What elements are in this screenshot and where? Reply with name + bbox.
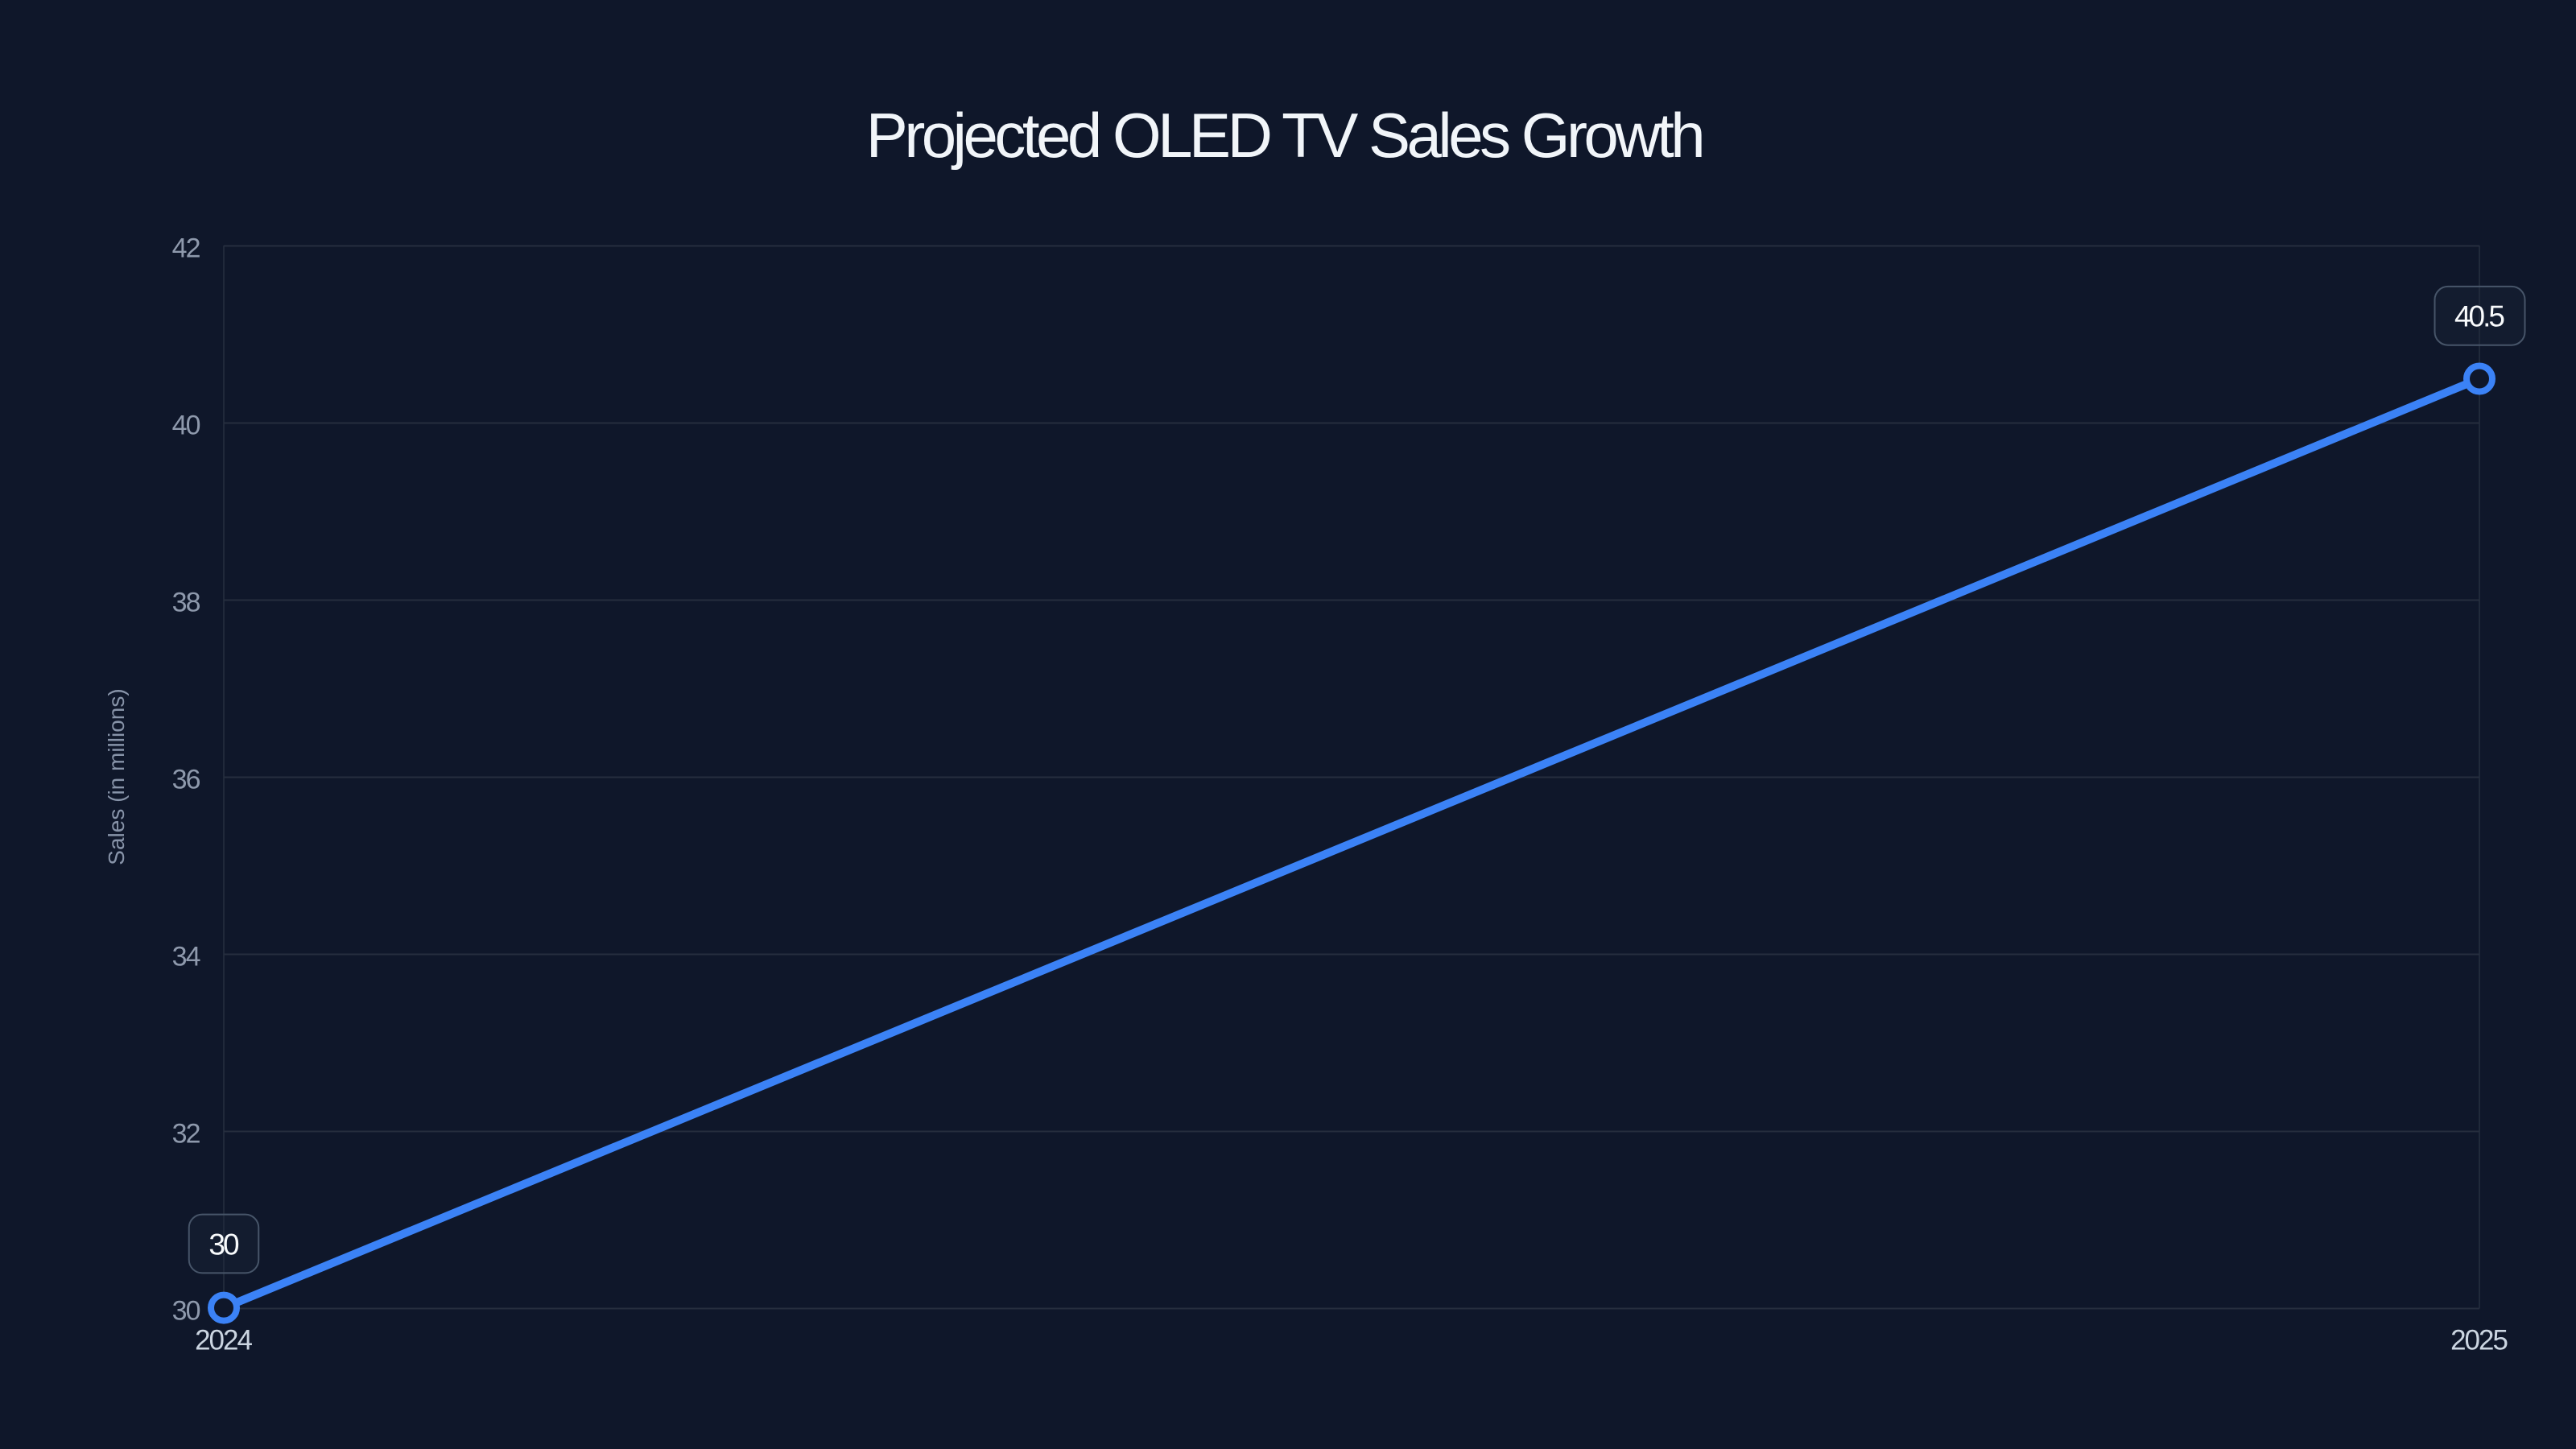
svg-text:36: 36 bbox=[172, 765, 200, 795]
svg-text:40: 40 bbox=[172, 411, 200, 441]
svg-text:Sales (in millions): Sales (in millions) bbox=[104, 688, 129, 865]
svg-text:Projected OLED TV Sales Growth: Projected OLED TV Sales Growth bbox=[866, 100, 1703, 171]
svg-text:32: 32 bbox=[172, 1119, 200, 1150]
svg-text:30: 30 bbox=[208, 1228, 239, 1261]
svg-text:40.5: 40.5 bbox=[2454, 300, 2504, 333]
svg-text:2025: 2025 bbox=[2450, 1325, 2507, 1356]
svg-text:30: 30 bbox=[172, 1296, 200, 1327]
svg-text:38: 38 bbox=[172, 588, 200, 618]
svg-text:34: 34 bbox=[172, 942, 200, 972]
svg-text:2024: 2024 bbox=[195, 1325, 252, 1356]
svg-text:42: 42 bbox=[172, 233, 200, 264]
